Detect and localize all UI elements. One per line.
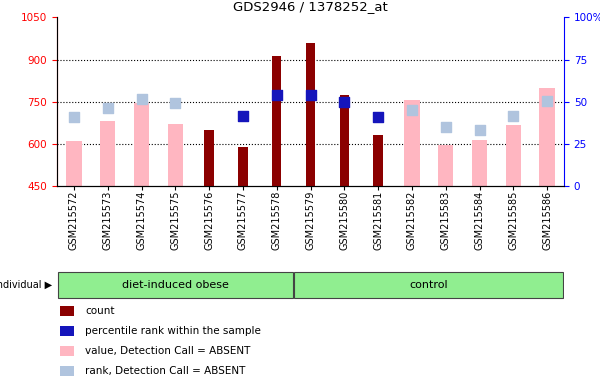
Text: GSM215583: GSM215583	[440, 190, 451, 250]
Bar	[59, 366, 74, 376]
Text: GSM215577: GSM215577	[238, 190, 248, 250]
Bar	[306, 43, 315, 186]
Point	[373, 114, 383, 120]
Text: GSM215576: GSM215576	[204, 190, 214, 250]
Bar	[340, 95, 349, 186]
Point	[272, 92, 281, 98]
Text: GSM215586: GSM215586	[542, 190, 552, 250]
Text: control: control	[409, 280, 448, 290]
FancyBboxPatch shape	[58, 272, 293, 298]
Bar	[134, 103, 149, 186]
Bar	[404, 100, 419, 186]
Text: value, Detection Call = ABSENT: value, Detection Call = ABSENT	[85, 346, 250, 356]
Bar	[506, 125, 521, 186]
Title: GDS2946 / 1378252_at: GDS2946 / 1378252_at	[233, 0, 388, 13]
Text: percentile rank within the sample: percentile rank within the sample	[85, 326, 261, 336]
Bar	[66, 141, 82, 186]
Text: GSM215580: GSM215580	[340, 190, 349, 250]
Text: GSM215578: GSM215578	[272, 190, 282, 250]
Text: GSM215585: GSM215585	[508, 190, 518, 250]
Point	[475, 127, 484, 134]
Text: GSM215584: GSM215584	[475, 190, 485, 250]
Bar	[539, 88, 555, 186]
Text: GSM215573: GSM215573	[103, 190, 113, 250]
Point	[407, 107, 416, 113]
Point	[508, 113, 518, 119]
Bar	[59, 346, 74, 356]
Bar	[373, 135, 383, 186]
Point	[238, 113, 248, 119]
Text: rank, Detection Call = ABSENT: rank, Detection Call = ABSENT	[85, 366, 245, 376]
Bar	[438, 144, 454, 186]
Bar	[100, 121, 115, 186]
Point	[306, 92, 316, 98]
Point	[69, 114, 79, 120]
Bar	[59, 306, 74, 316]
Point	[441, 124, 451, 130]
Bar	[205, 131, 214, 186]
Text: diet-induced obese: diet-induced obese	[122, 280, 229, 290]
Bar	[472, 140, 487, 186]
Point	[170, 100, 180, 106]
Bar	[167, 124, 183, 186]
Bar	[59, 326, 74, 336]
Text: count: count	[85, 306, 115, 316]
Point	[340, 99, 349, 105]
FancyBboxPatch shape	[294, 272, 563, 298]
Text: GSM215581: GSM215581	[373, 190, 383, 250]
Text: GSM215582: GSM215582	[407, 190, 417, 250]
Point	[542, 98, 552, 104]
Bar	[272, 56, 281, 186]
Point	[103, 105, 113, 111]
Point	[137, 96, 146, 102]
Text: individual ▶: individual ▶	[0, 280, 52, 290]
Text: GSM215574: GSM215574	[137, 190, 146, 250]
Text: GSM215579: GSM215579	[305, 190, 316, 250]
Bar	[238, 147, 248, 186]
Text: GSM215572: GSM215572	[69, 190, 79, 250]
Text: GSM215575: GSM215575	[170, 190, 181, 250]
